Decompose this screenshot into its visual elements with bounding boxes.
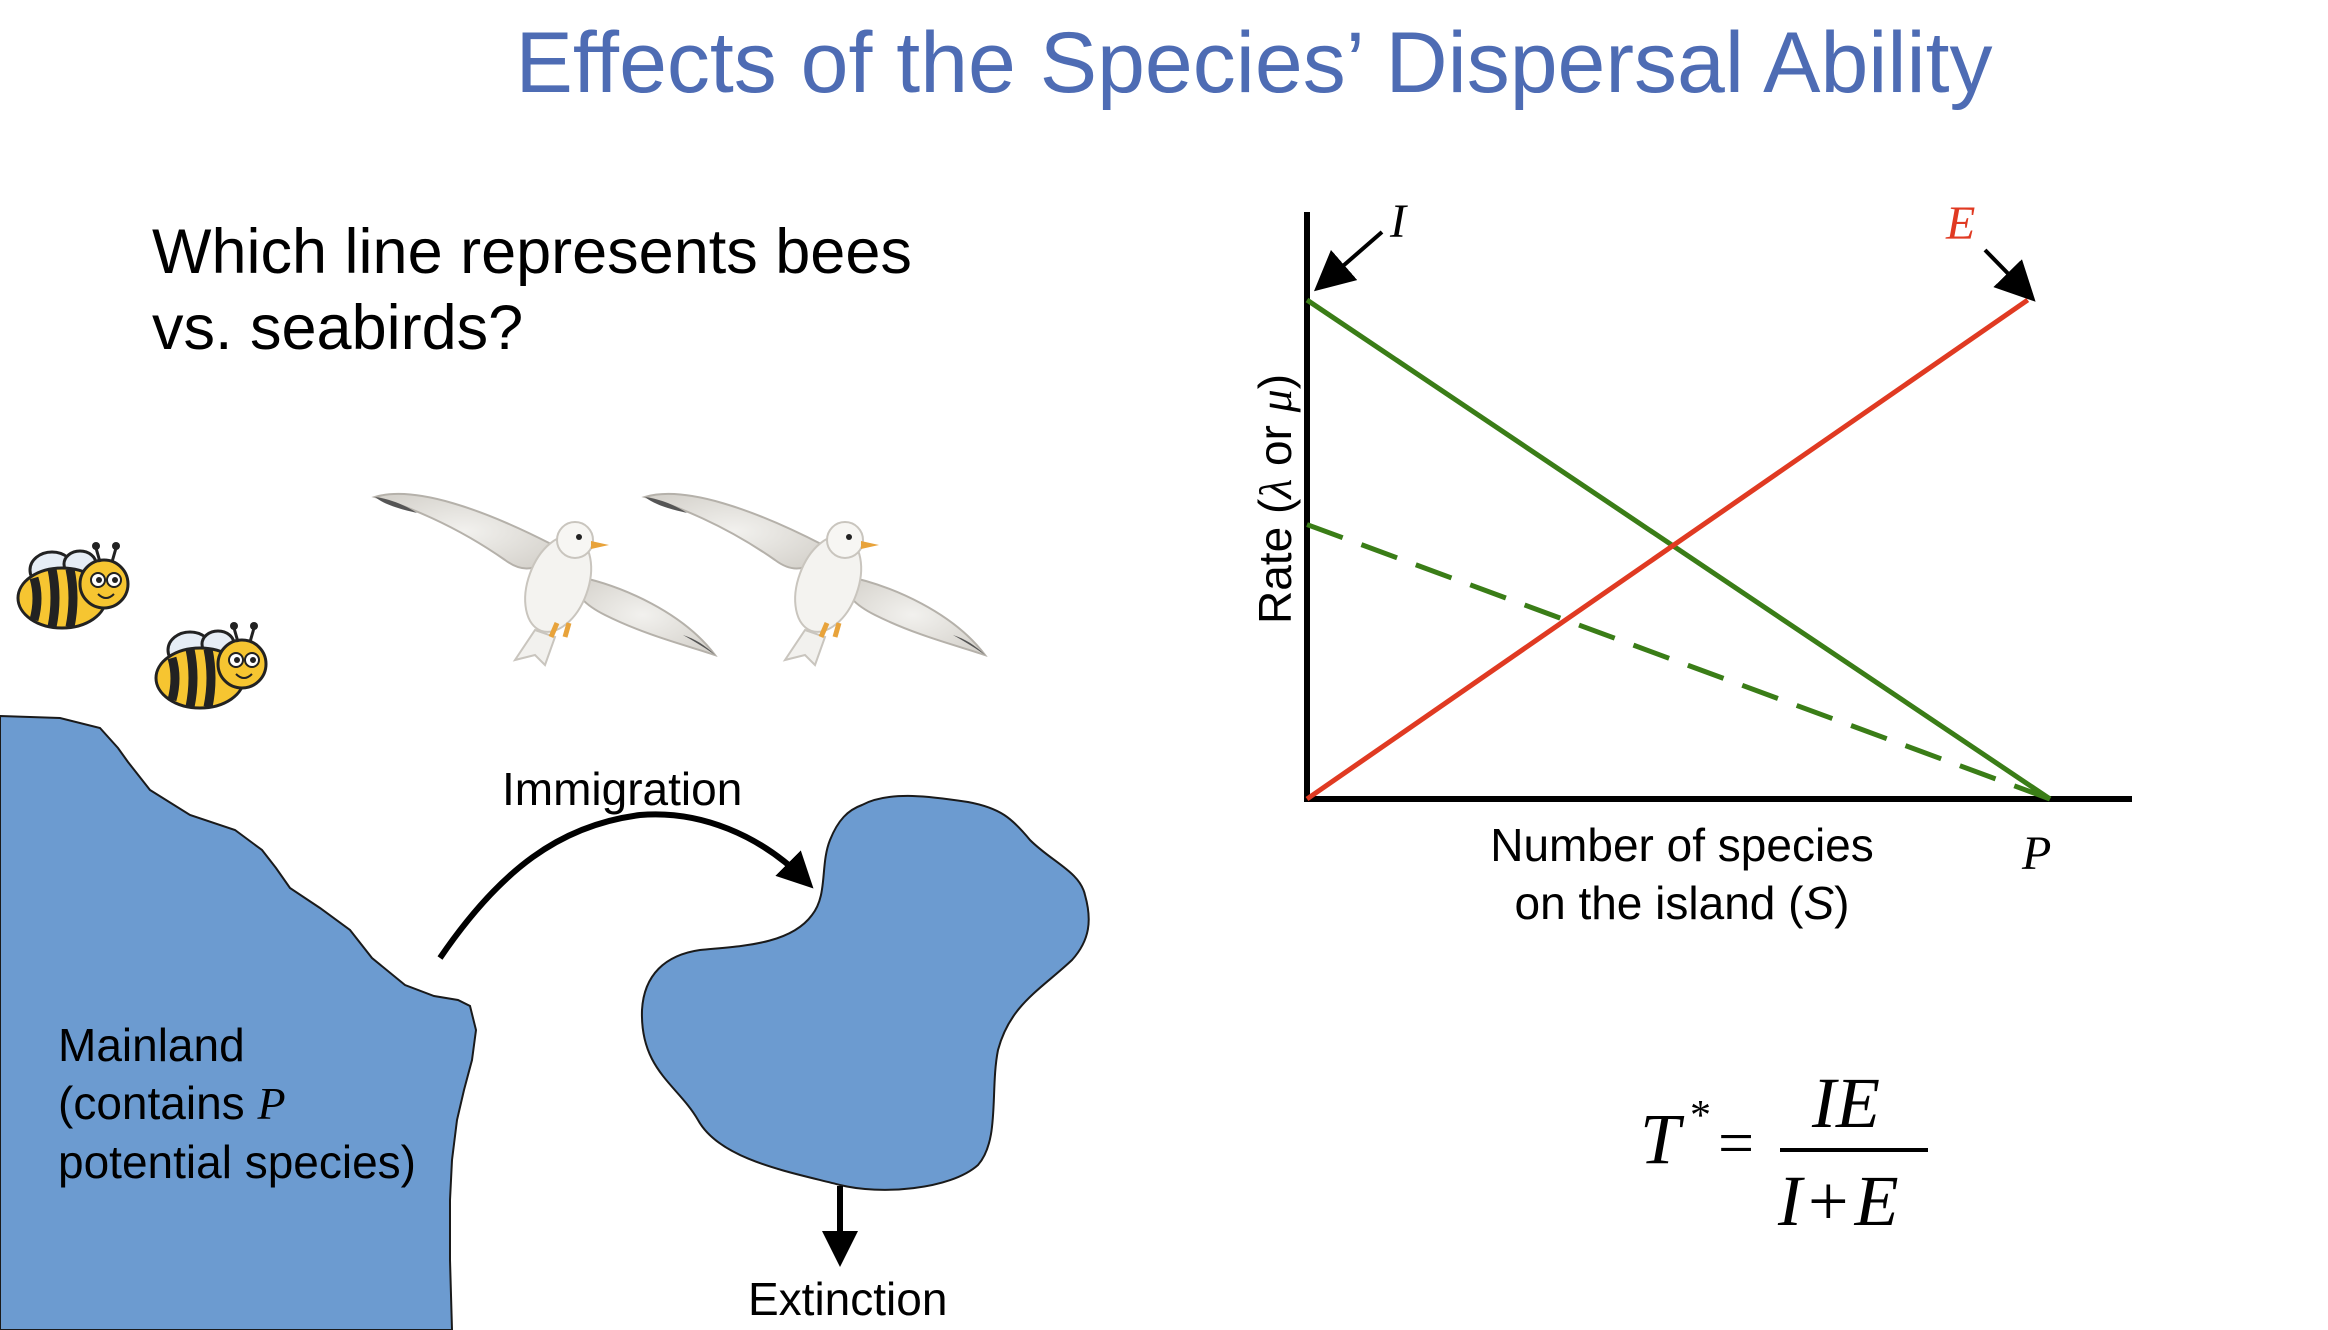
- axis-label-P: P: [2022, 827, 2052, 880]
- mainland-label-var: P: [257, 1078, 286, 1129]
- seagull-icon: [371, 493, 718, 667]
- slide-title: Effects of the Species’ Dispersal Abilit…: [515, 15, 1993, 111]
- equation-den-I: I: [1778, 1161, 1802, 1241]
- mainland-label-line-2: (contains P: [58, 1074, 416, 1133]
- equation-denominator: I+E: [1778, 1160, 1899, 1243]
- bee-icon: [154, 622, 268, 710]
- x-axis-label-post: ): [1834, 877, 1850, 929]
- y-axis-label-pre: Rate (: [1249, 498, 1301, 624]
- label-I-arrow: [1313, 230, 1384, 292]
- island-shape: [640, 794, 1090, 1191]
- y-axis-label-mid: or: [1249, 412, 1301, 479]
- bee-icon: [16, 542, 130, 630]
- line-label-E: E: [1946, 197, 1976, 250]
- chart: [1304, 212, 2132, 802]
- line-label-I: I: [1390, 195, 1406, 248]
- mainland-label-prefix: (contains: [58, 1077, 258, 1129]
- extinction-line: [1305, 297, 2030, 802]
- equation-den-E: E: [1854, 1161, 1899, 1241]
- equation-lhs: T: [1640, 1099, 1681, 1179]
- question-line-1: Which line represents bees: [152, 217, 912, 287]
- chart-series-group: [1305, 297, 2052, 802]
- mainland-label: Mainland (contains P potential species): [58, 1016, 416, 1191]
- extinction-label: Extinction: [748, 1273, 948, 1325]
- immigration-label: Immigration: [502, 763, 743, 815]
- label-E-arrow: [1983, 248, 2036, 302]
- mainland-label-line-3: potential species): [58, 1136, 416, 1188]
- y-axis-lambda: λ: [1250, 478, 1301, 499]
- y-axis-label: Rate (λ or μ): [1248, 374, 1302, 624]
- immigration-line-dashed: [1306, 522, 2051, 802]
- x-axis-label: Number of species on the island (S): [1432, 816, 1932, 932]
- mainland-label-line-1: Mainland: [58, 1019, 245, 1071]
- y-axis-mu: μ: [1250, 389, 1301, 413]
- x-axis-label-var: S: [1803, 877, 1835, 929]
- equation-superscript: *: [1690, 1093, 1711, 1139]
- x-axis-label-line-1: Number of species: [1490, 819, 1874, 871]
- equation-numerator: IE: [1812, 1063, 1880, 1143]
- question-text: Which line represents bees vs. seabirds?: [152, 214, 1052, 366]
- equation-equals: =: [1718, 1107, 1755, 1178]
- x-axis-label-pre: on the island (: [1514, 877, 1804, 929]
- mainland-shape: [0, 714, 478, 1330]
- question-line-2: vs. seabirds?: [152, 293, 524, 363]
- immigration-arrow: [437, 811, 814, 960]
- immigration-line-solid: [1305, 297, 2052, 802]
- seagull-icon: [641, 493, 988, 667]
- equation-den-plus: +: [1807, 1161, 1849, 1241]
- y-axis-label-post: ): [1249, 373, 1301, 390]
- x-axis-label-line-2: on the island (S): [1432, 874, 1932, 932]
